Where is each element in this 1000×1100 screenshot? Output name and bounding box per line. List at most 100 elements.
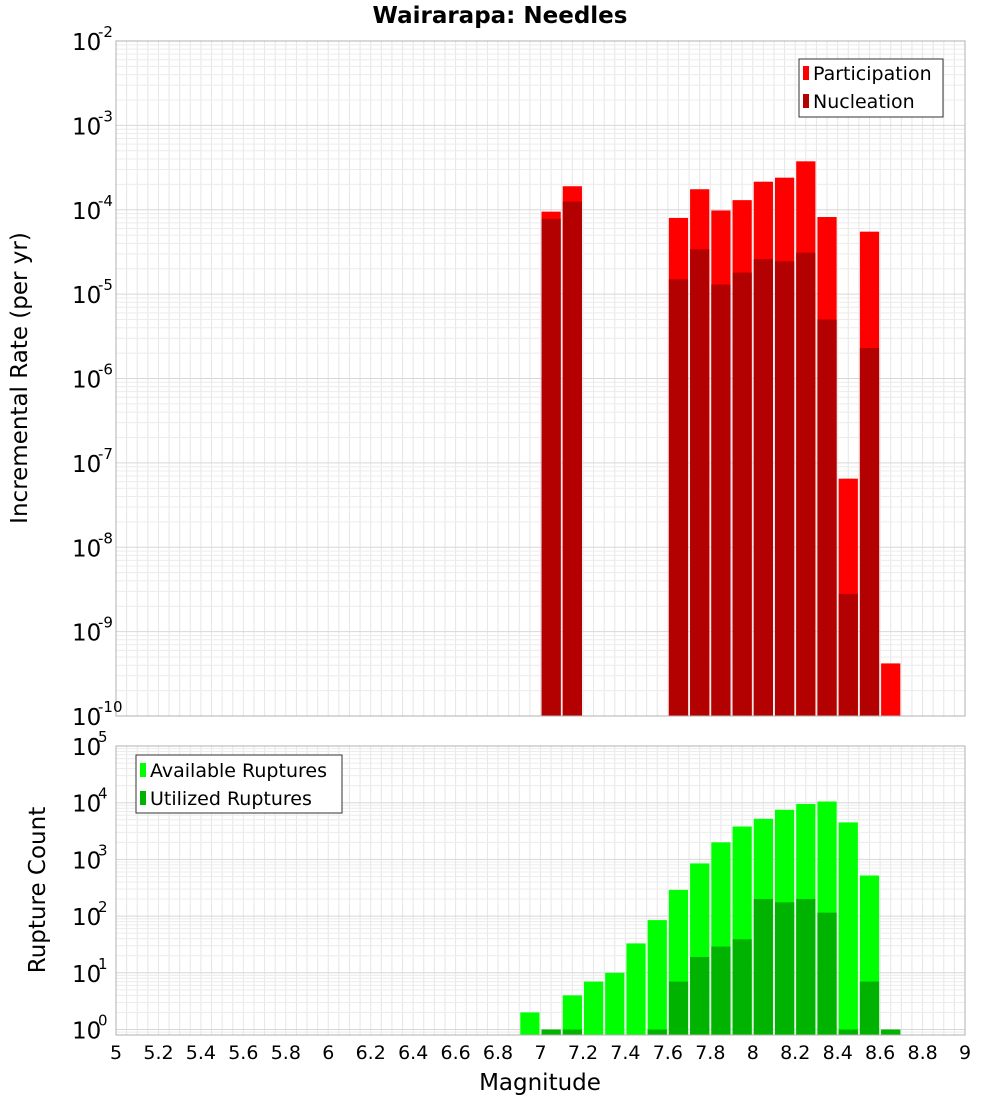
bottom-legend-box	[135, 754, 343, 814]
legend-swatch-utilized	[140, 791, 146, 805]
y-tick-exponent: -10	[98, 698, 123, 716]
top-bars	[541, 161, 901, 717]
bar-bottom-1	[562, 1029, 582, 1035]
bar-top-1	[859, 347, 880, 716]
x-tick-label: 8.6	[865, 1042, 895, 1064]
y-tick-label: 10	[72, 792, 101, 818]
bar-bottom-0	[605, 972, 625, 1035]
y-tick-label: 10	[72, 452, 101, 478]
bottom-bars	[520, 801, 901, 1035]
y-tick-label: 10	[72, 735, 101, 761]
x-tick-label: 6.8	[483, 1042, 513, 1064]
bar-bottom-0	[626, 943, 646, 1035]
y-tick-exponent: -8	[98, 529, 113, 547]
y-tick-label: 10	[72, 621, 101, 647]
x-tick-label: 6.4	[398, 1042, 428, 1064]
x-tick-label: 5.6	[228, 1042, 258, 1064]
bar-bottom-1	[838, 1029, 858, 1035]
x-tick-label: 7.2	[568, 1042, 598, 1064]
bar-bottom-0	[838, 822, 858, 1035]
bar-bottom-1	[774, 902, 795, 1035]
top-y-axis-label: Incremental Rate (per yr)	[7, 232, 33, 524]
legend-label-available: Available Ruptures	[150, 760, 327, 782]
bar-bottom-1	[881, 1029, 901, 1035]
y-tick-label: 10	[72, 962, 101, 988]
x-tick-label: 6	[322, 1042, 334, 1064]
x-tick-label: 8.4	[823, 1042, 853, 1064]
legend-swatch-nucleation	[803, 94, 809, 108]
bar-top-1	[562, 201, 582, 716]
bar-top-1	[668, 279, 689, 716]
legend-label-nucleation: Nucleation	[813, 91, 915, 113]
y-tick-label: 10	[72, 368, 101, 394]
bar-bottom-0	[520, 1012, 540, 1035]
y-tick-label: 10	[72, 705, 101, 731]
x-tick-label: 5.8	[271, 1042, 301, 1064]
y-tick-exponent: -2	[98, 23, 113, 41]
x-tick-label: 8.8	[907, 1042, 937, 1064]
y-tick-label: 10	[72, 283, 101, 309]
legend-swatch-available	[140, 763, 146, 777]
bar-top-0	[881, 663, 901, 716]
x-tick-label: 7.8	[695, 1042, 725, 1064]
bar-top-1	[796, 252, 816, 717]
bar-top-1	[690, 249, 710, 716]
bar-bottom-1	[690, 957, 710, 1035]
bar-bottom-1	[647, 1029, 667, 1035]
x-axis-label: Magnitude	[479, 1070, 601, 1096]
top-grid	[116, 41, 965, 716]
x-tick-label: 9	[959, 1042, 971, 1064]
x-tick-label: 6.6	[440, 1042, 470, 1064]
x-tick-label: 7	[534, 1042, 546, 1064]
bar-top-1	[753, 259, 773, 716]
x-tick-label: 8.2	[780, 1042, 810, 1064]
bottom-legend: Available Ruptures Utilized Ruptures	[135, 754, 343, 814]
bar-bottom-0	[562, 995, 582, 1035]
y-tick-exponent: -4	[98, 192, 113, 210]
y-tick-exponent: 2	[98, 898, 108, 916]
y-tick-label: 10	[72, 905, 101, 931]
bar-top-1	[711, 284, 731, 716]
x-tick-label: 7.4	[610, 1042, 640, 1064]
x-tick-label: 8	[747, 1042, 759, 1064]
y-tick-exponent: -5	[98, 276, 113, 294]
bar-bottom-1	[796, 899, 816, 1035]
bar-bottom-0	[647, 920, 667, 1035]
y-tick-exponent: -9	[98, 614, 113, 632]
x-tick-label: 6.2	[356, 1042, 386, 1064]
x-tick-label: 7.6	[653, 1042, 683, 1064]
bar-bottom-1	[859, 981, 880, 1035]
bar-top-1	[817, 319, 837, 716]
bottom-plot-frame	[115, 745, 966, 1036]
legend-label-utilized: Utilized Ruptures	[150, 788, 312, 810]
x-tick-label: 5.2	[143, 1042, 173, 1064]
y-tick-label: 10	[72, 114, 101, 140]
legend-swatch-participation	[803, 66, 809, 80]
x-tick-label: 5.4	[186, 1042, 216, 1064]
y-tick-exponent: -6	[98, 361, 113, 379]
bar-bottom-1	[732, 939, 752, 1035]
top-plot-frame	[115, 40, 966, 717]
y-tick-exponent: 3	[98, 841, 108, 859]
bar-bottom-1	[541, 1029, 561, 1035]
bar-bottom-1	[711, 946, 731, 1035]
y-tick-exponent: 5	[98, 728, 108, 746]
bar-top-1	[732, 272, 752, 716]
y-tick-label: 10	[72, 848, 101, 874]
x-tick-label: 5	[110, 1042, 122, 1064]
bar-bottom-1	[668, 981, 689, 1035]
chart-title: Wairarapa: Needles	[373, 3, 628, 29]
y-tick-label: 10	[72, 536, 101, 562]
top-legend-box	[798, 58, 944, 118]
y-tick-label: 10	[72, 30, 101, 56]
bar-bottom-1	[817, 912, 837, 1035]
bar-top-1	[838, 593, 858, 716]
bottom-y-axis-label: Rupture Count	[25, 807, 51, 973]
legend-label-participation: Participation	[813, 63, 932, 85]
y-tick-exponent: 0	[98, 1012, 108, 1030]
